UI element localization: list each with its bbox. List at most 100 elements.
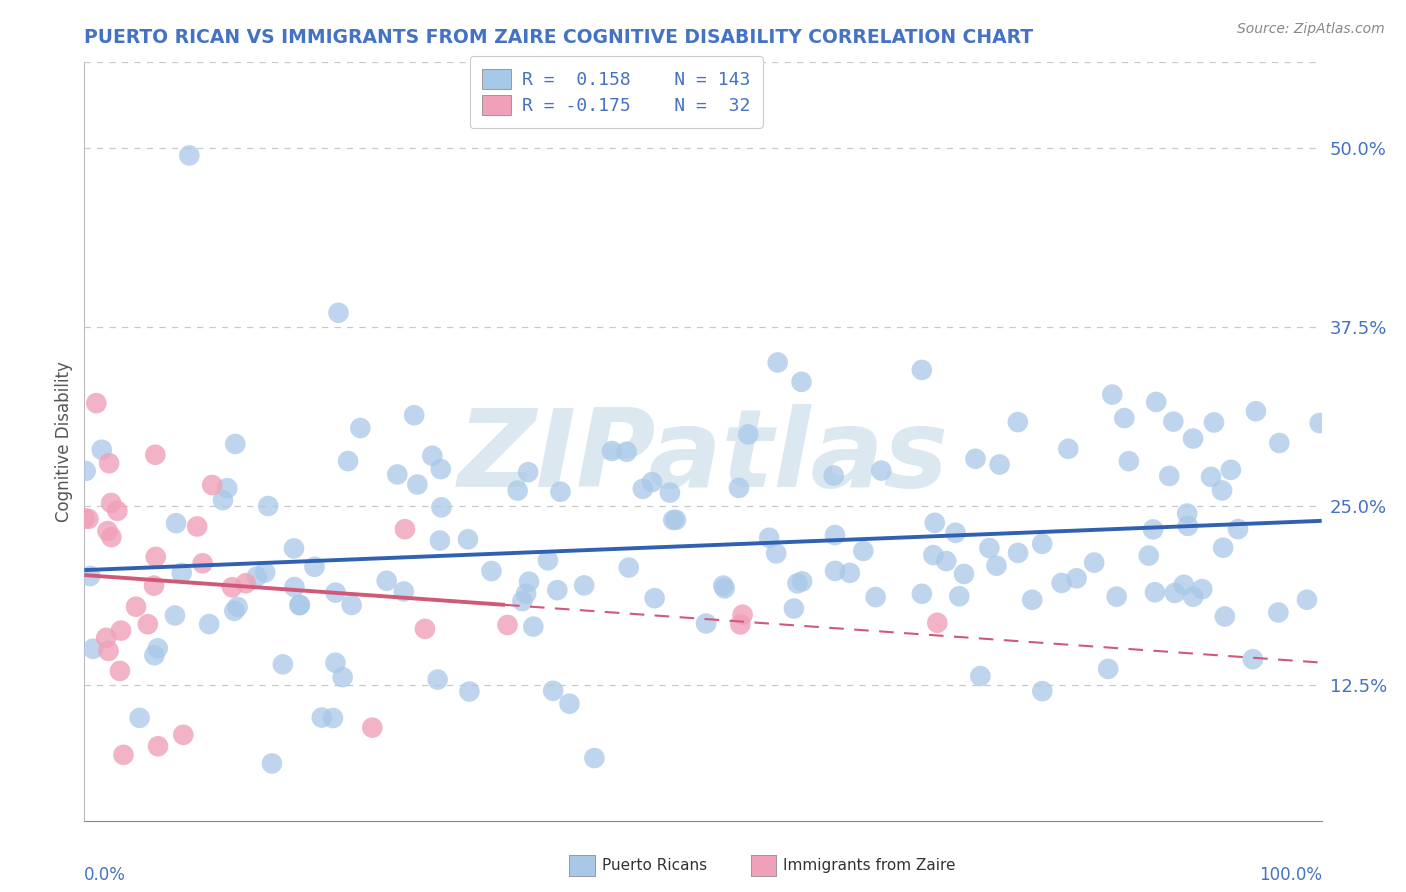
Point	[110, 624, 132, 638]
Point	[870, 464, 893, 478]
Point	[1101, 387, 1123, 401]
Point	[658, 485, 681, 500]
Point	[665, 513, 688, 527]
Point	[783, 601, 806, 615]
Point	[288, 598, 311, 612]
Point	[512, 594, 534, 608]
Point	[506, 483, 529, 498]
Point	[311, 710, 333, 724]
Point	[1182, 432, 1205, 446]
Point	[1212, 541, 1234, 555]
Point	[730, 617, 752, 632]
Point	[1143, 585, 1166, 599]
Point	[1227, 522, 1250, 536]
Point	[537, 553, 560, 567]
Text: Source: ZipAtlas.com: Source: ZipAtlas.com	[1237, 22, 1385, 37]
Point	[572, 578, 595, 592]
Point	[96, 524, 118, 538]
Point	[143, 648, 166, 663]
Point	[145, 549, 167, 564]
Point	[616, 444, 638, 458]
Point	[1007, 546, 1029, 560]
Text: PUERTO RICAN VS IMMIGRANTS FROM ZAIRE COGNITIVE DISABILITY CORRELATION CHART: PUERTO RICAN VS IMMIGRANTS FROM ZAIRE CO…	[84, 28, 1033, 47]
Point	[82, 641, 104, 656]
Point	[1163, 415, 1185, 429]
Point	[325, 656, 347, 670]
Point	[927, 615, 949, 630]
Point	[143, 448, 166, 462]
Point	[1021, 592, 1043, 607]
Point	[924, 516, 946, 530]
Point	[583, 751, 606, 765]
Point	[728, 481, 751, 495]
Point	[979, 541, 1001, 555]
Text: ZIPatlas: ZIPatlas	[457, 404, 949, 509]
Point	[1097, 662, 1119, 676]
Point	[212, 493, 235, 508]
Point	[283, 580, 305, 594]
Point	[481, 564, 503, 578]
Point	[824, 564, 846, 578]
Point	[1244, 404, 1267, 418]
Point	[1199, 470, 1222, 484]
Point	[1057, 442, 1080, 456]
Point	[786, 576, 808, 591]
Point	[172, 728, 194, 742]
Point	[731, 607, 754, 622]
Point	[98, 456, 121, 470]
Point	[361, 721, 384, 735]
Point	[179, 148, 201, 162]
Point	[1219, 463, 1241, 477]
Point	[517, 574, 540, 589]
Point	[198, 617, 221, 632]
Point	[1159, 469, 1181, 483]
Point	[1164, 586, 1187, 600]
Point	[201, 478, 224, 492]
Point	[1031, 684, 1053, 698]
Point	[1105, 590, 1128, 604]
Point	[429, 533, 451, 548]
Point	[340, 598, 363, 612]
Point	[84, 396, 107, 410]
Point	[713, 582, 735, 596]
Point	[922, 548, 945, 562]
Point	[1268, 436, 1291, 450]
Point	[288, 599, 311, 613]
Point	[1142, 522, 1164, 536]
Point	[1202, 416, 1225, 430]
Point	[429, 462, 451, 476]
Point	[254, 566, 277, 580]
Legend: R =  0.158    N = 143, R = -0.175    N =  32: R = 0.158 N = 143, R = -0.175 N = 32	[470, 56, 763, 128]
Point	[79, 569, 101, 583]
Point	[1050, 576, 1073, 591]
Point	[766, 355, 789, 369]
Point	[765, 546, 787, 560]
Point	[641, 475, 664, 490]
Point	[224, 604, 246, 618]
Point	[1211, 483, 1233, 498]
Point	[375, 574, 398, 588]
Point	[108, 664, 131, 678]
Point	[235, 576, 257, 591]
Point	[737, 427, 759, 442]
Point	[332, 670, 354, 684]
Point	[1177, 519, 1199, 533]
Point	[328, 306, 350, 320]
Point	[823, 468, 845, 483]
Point	[517, 465, 540, 479]
Point	[75, 464, 97, 478]
Point	[260, 756, 283, 771]
Point	[105, 504, 128, 518]
Point	[550, 484, 572, 499]
Point	[969, 669, 991, 683]
Point	[100, 530, 122, 544]
Point	[711, 578, 734, 592]
Point	[1182, 590, 1205, 604]
Point	[97, 644, 120, 658]
Point	[953, 566, 976, 581]
Point	[1007, 415, 1029, 429]
Point	[965, 451, 987, 466]
Point	[1309, 416, 1331, 430]
Point	[217, 481, 239, 495]
Text: 0.0%: 0.0%	[84, 866, 127, 884]
